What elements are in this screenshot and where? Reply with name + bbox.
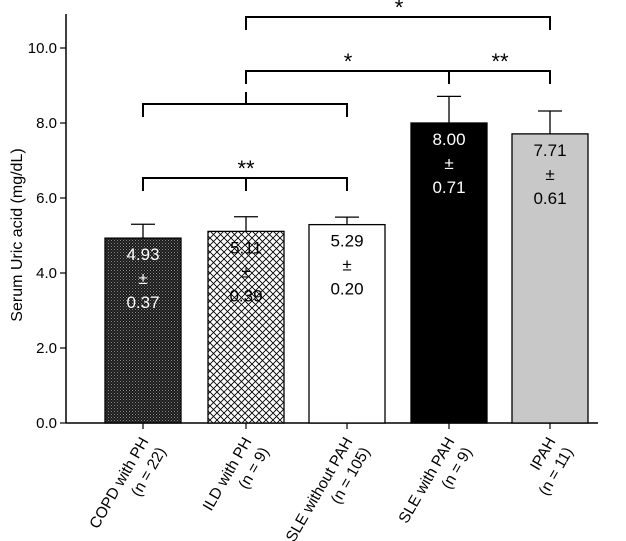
significance-star: *: [344, 49, 353, 74]
bar-5: [511, 133, 589, 424]
y-tick-label: 4.0: [36, 265, 57, 282]
bracket-top: [245, 16, 551, 30]
bracket-group-b: [142, 103, 348, 117]
value-label: 5.29: [330, 232, 363, 251]
category-label: SLE with PAH(n = 9): [396, 435, 476, 527]
bracket-group-a: [142, 177, 348, 191]
value-label: 0.20: [330, 280, 363, 299]
significance-star: **: [237, 156, 255, 181]
category-label: ILD with PH(n = 9): [200, 435, 273, 514]
y-tick-label: 0.0: [36, 415, 57, 432]
value-label: 7.71: [533, 141, 566, 160]
value-label: 8.00: [432, 130, 465, 149]
y-axis-title: Serum Uric acid (mg/dL): [9, 148, 26, 321]
value-label: 4.93: [126, 245, 159, 264]
value-label: 0.39: [229, 286, 262, 305]
bar-4: [410, 122, 488, 424]
value-label: ±: [342, 256, 351, 275]
y-tick-label: 10.0: [28, 40, 57, 57]
bar-2: [207, 230, 285, 424]
category-label: SLE without PAH(n = 105): [283, 435, 374, 541]
value-label: ±: [138, 269, 147, 288]
y-tick-label: 8.0: [36, 115, 57, 132]
value-label: ±: [241, 262, 250, 281]
value-label: 5.11: [230, 238, 262, 257]
bar-3: [308, 223, 386, 424]
significance-brackets: *** ***: [142, 0, 551, 191]
significance-star: **: [491, 49, 509, 74]
bar-1: [104, 237, 182, 424]
value-label: ±: [444, 154, 453, 173]
value-label: ±: [545, 165, 554, 184]
value-label: 0.61: [533, 189, 566, 208]
category-label: COPD with PH(n = 22): [86, 435, 169, 532]
y-tick-label: 6.0: [36, 190, 57, 207]
value-label: 0.71: [432, 178, 465, 197]
category-label: IPAH(n = 11): [527, 435, 577, 499]
y-tick-label: 2.0: [36, 340, 57, 357]
bracket-sle-ipah: [448, 70, 551, 84]
value-label: 0.37: [126, 293, 159, 312]
bars: 4.93 ±0.37 5.11 ±0.39 5.29 ±0.20 8.00 ±0.71 7.71…: [104, 95, 589, 424]
category-labels: COPD with PH(n = 22) ILD with PH(n = 9) SL…: [86, 435, 576, 541]
significance-star: *: [395, 0, 404, 20]
